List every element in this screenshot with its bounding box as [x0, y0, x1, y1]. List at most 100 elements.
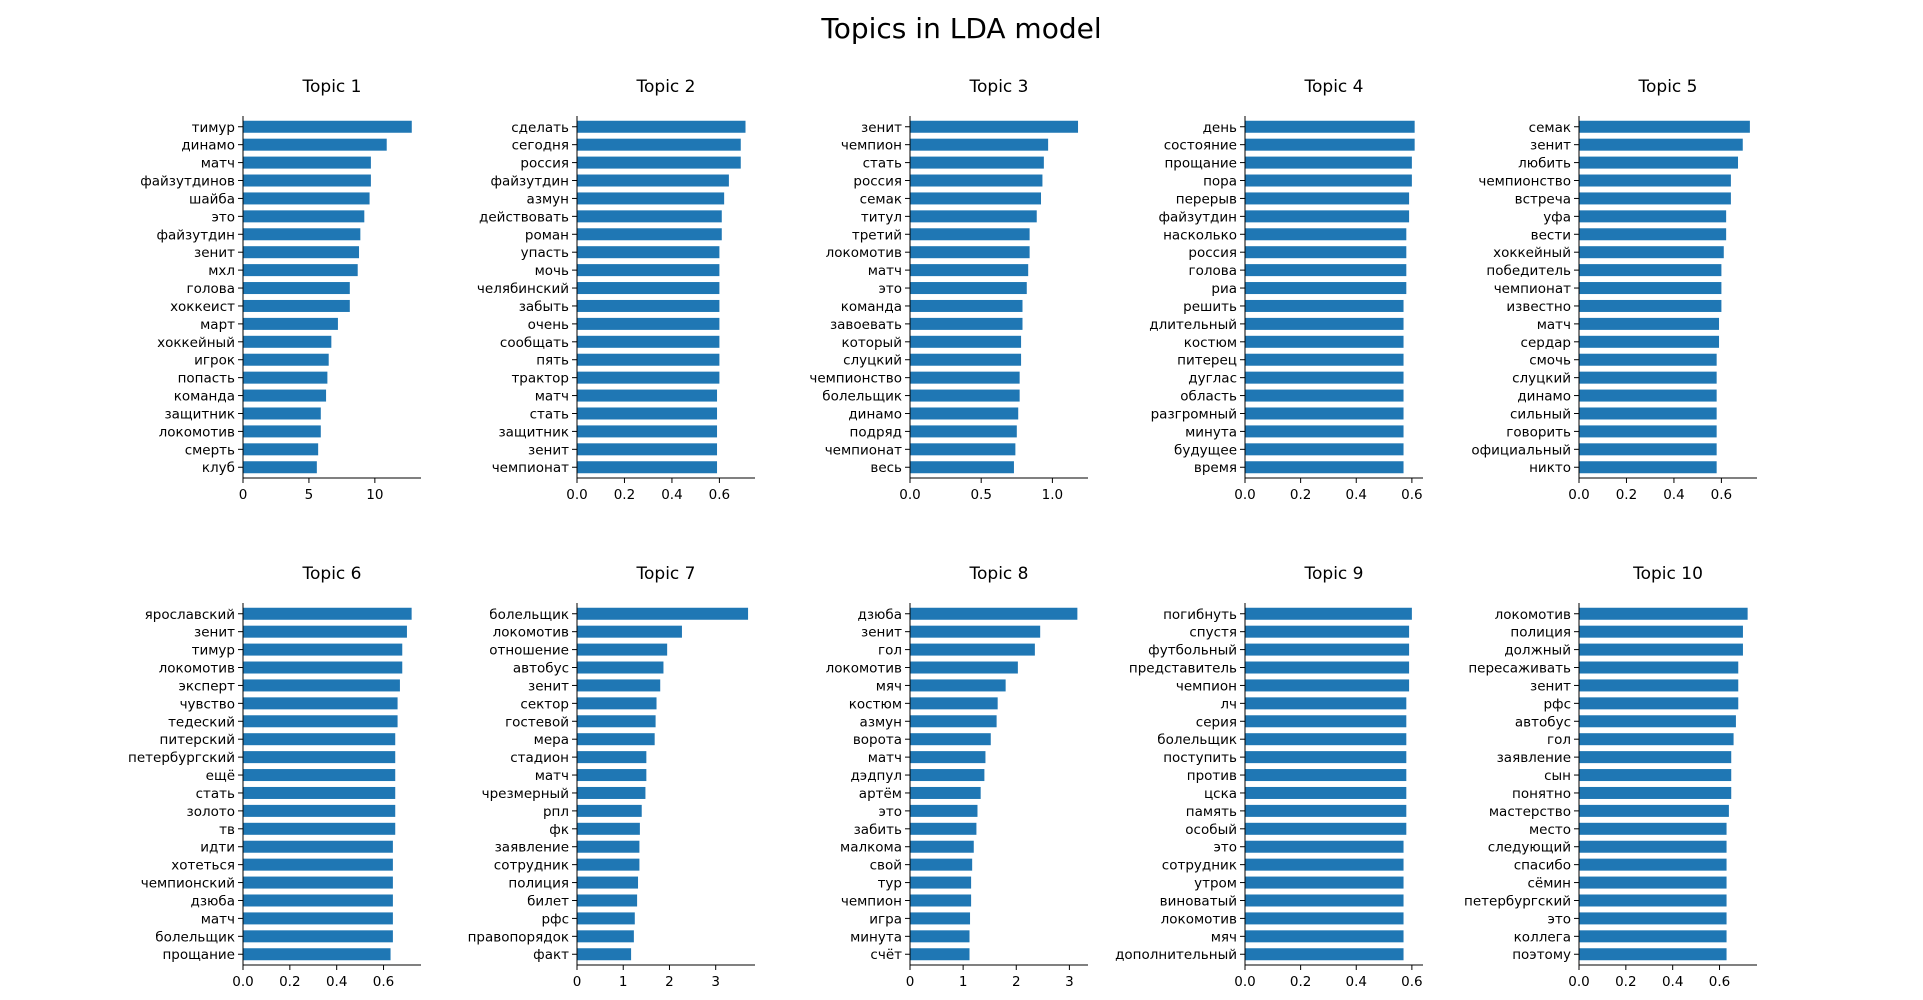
topic-1-bar	[243, 461, 317, 474]
topic-10-category-label: автобус	[1515, 714, 1571, 730]
topic-1-category-label: март	[200, 317, 235, 333]
topic-7-bar	[577, 607, 749, 620]
topic-7-bar	[577, 840, 640, 853]
topic-3-category-label: стать	[863, 156, 902, 172]
topic-3-category-label: титул	[861, 209, 902, 225]
topic-7-bar	[577, 948, 632, 961]
topic-3-category-label: локомотив	[826, 245, 902, 261]
topic-9-bar	[1245, 858, 1404, 871]
topic-7-category-label: факт	[533, 947, 569, 963]
topic-10-xtick-label: 0.2	[1615, 974, 1636, 990]
topic-1-title: Topic 1	[302, 77, 362, 97]
topic-9-bar	[1245, 894, 1404, 907]
figure-title: Topics in LDA model	[821, 12, 1102, 45]
topic-2-bar	[577, 443, 718, 456]
topic-8-category-label: костюм	[849, 696, 902, 712]
topic-2-category-label: очень	[528, 317, 569, 333]
topic-8-bar	[910, 930, 970, 943]
topic-8-category-label: мяч	[876, 678, 902, 694]
topic-8-title: Topic 8	[969, 564, 1029, 584]
topic-5-bar	[1579, 246, 1724, 259]
topic-6-bar	[243, 876, 393, 889]
topic-1-bar	[243, 425, 321, 438]
topic-8-bar	[910, 912, 971, 925]
topic-9-bar	[1245, 769, 1407, 782]
topic-10-bar	[1579, 769, 1732, 782]
topic-6-bar	[243, 948, 391, 961]
topic-2-xtick-label: 0.0	[566, 487, 587, 503]
topic-5-bar	[1579, 174, 1731, 187]
topic-3-category-label: семак	[860, 191, 902, 207]
topic-4-category-label: россия	[1188, 245, 1237, 261]
topic-10-bar	[1579, 930, 1727, 943]
topic-6-xtick-label: 0.6	[373, 974, 394, 990]
topic-7-bar	[577, 912, 635, 925]
topic-2-category-label: упасть	[521, 245, 569, 261]
topic-5-category-label: смочь	[1529, 353, 1571, 369]
topic-4-title: Topic 4	[1304, 77, 1364, 97]
topic-2-category-label: стать	[530, 406, 569, 422]
topic-5-category-label: чемпионат	[1494, 281, 1571, 297]
topic-4-xtick-label: 0.6	[1401, 487, 1422, 503]
topic-1-category-label: зенит	[194, 245, 235, 261]
topic-8-bar	[910, 804, 978, 817]
topic-9-bar	[1245, 733, 1407, 746]
topic-4-xtick-label: 0.2	[1290, 487, 1311, 503]
topic-7-bar	[577, 769, 647, 782]
topic-10-category-label: гол	[1547, 732, 1571, 748]
topic-3-bar	[910, 246, 1030, 259]
topic-2-bar	[577, 407, 718, 420]
topic-9-bar	[1245, 607, 1412, 620]
topic-1-category-label: клуб	[202, 460, 235, 476]
topic-7-xtick-label: 2	[665, 974, 674, 990]
topic-9-bar	[1245, 679, 1410, 692]
topic-10-bar	[1579, 751, 1732, 764]
topic-8-bar	[910, 858, 973, 871]
topic-4-xtick-label: 0.0	[1234, 487, 1255, 503]
topic-6-bar	[243, 912, 393, 925]
topic-7-bar	[577, 876, 639, 889]
topic-2-category-label: челябинский	[477, 281, 569, 297]
topic-3-bar	[910, 407, 1019, 420]
topic-3-bar	[910, 156, 1044, 169]
topic-6-category-label: эксперт	[178, 678, 235, 694]
topic-9-bar	[1245, 840, 1404, 853]
topic-8-category-label: счёт	[870, 947, 902, 963]
topic-9-category-label: память	[1186, 804, 1237, 820]
topic-7-category-label: билет	[527, 893, 569, 909]
topic-5-bar	[1579, 228, 1727, 241]
topic-9-category-label: цска	[1204, 786, 1237, 802]
topic-5-bar	[1579, 425, 1717, 438]
topic-3-category-label: это	[878, 281, 902, 297]
topic-2-category-label: сообщать	[500, 335, 569, 351]
topic-3-bar	[910, 264, 1029, 277]
topic-2-bar	[577, 353, 720, 366]
topic-2-category-label: файзутдин	[490, 174, 569, 190]
topic-3-bar	[910, 461, 1014, 474]
topic-7-category-label: правопорядок	[468, 929, 569, 945]
topic-10-title: Topic 10	[1632, 564, 1703, 584]
topic-4-category-label: состояние	[1164, 138, 1237, 154]
topic-2-category-label: чемпионат	[492, 460, 569, 476]
topic-8-bar	[910, 840, 974, 853]
topic-8-bar	[910, 715, 997, 728]
topic-9-category-label: против	[1187, 768, 1237, 784]
topic-4-bar	[1245, 425, 1404, 438]
topic-5-category-label: говорить	[1506, 424, 1571, 440]
topic-3-bar	[910, 353, 1022, 366]
topic-3-xtick-label: 0.0	[899, 487, 920, 503]
topic-6-title: Topic 6	[302, 564, 362, 584]
topic-3-xtick-label: 0.5	[970, 487, 991, 503]
topic-8-bar	[910, 786, 981, 799]
topic-8-bar	[910, 625, 1041, 638]
topic-6-bar	[243, 930, 393, 943]
topic-9-bar	[1245, 625, 1410, 638]
topic-7-bar	[577, 930, 634, 943]
topic-6-bar	[243, 858, 393, 871]
topic-6-category-label: ярославский	[145, 607, 235, 623]
topic-7-bar	[577, 858, 640, 871]
topic-10-category-label: место	[1529, 822, 1571, 838]
topic-1-category-label: хоккеист	[170, 299, 235, 315]
topic-8-category-label: чемпион	[841, 893, 902, 909]
topic-10-bar	[1579, 715, 1736, 728]
